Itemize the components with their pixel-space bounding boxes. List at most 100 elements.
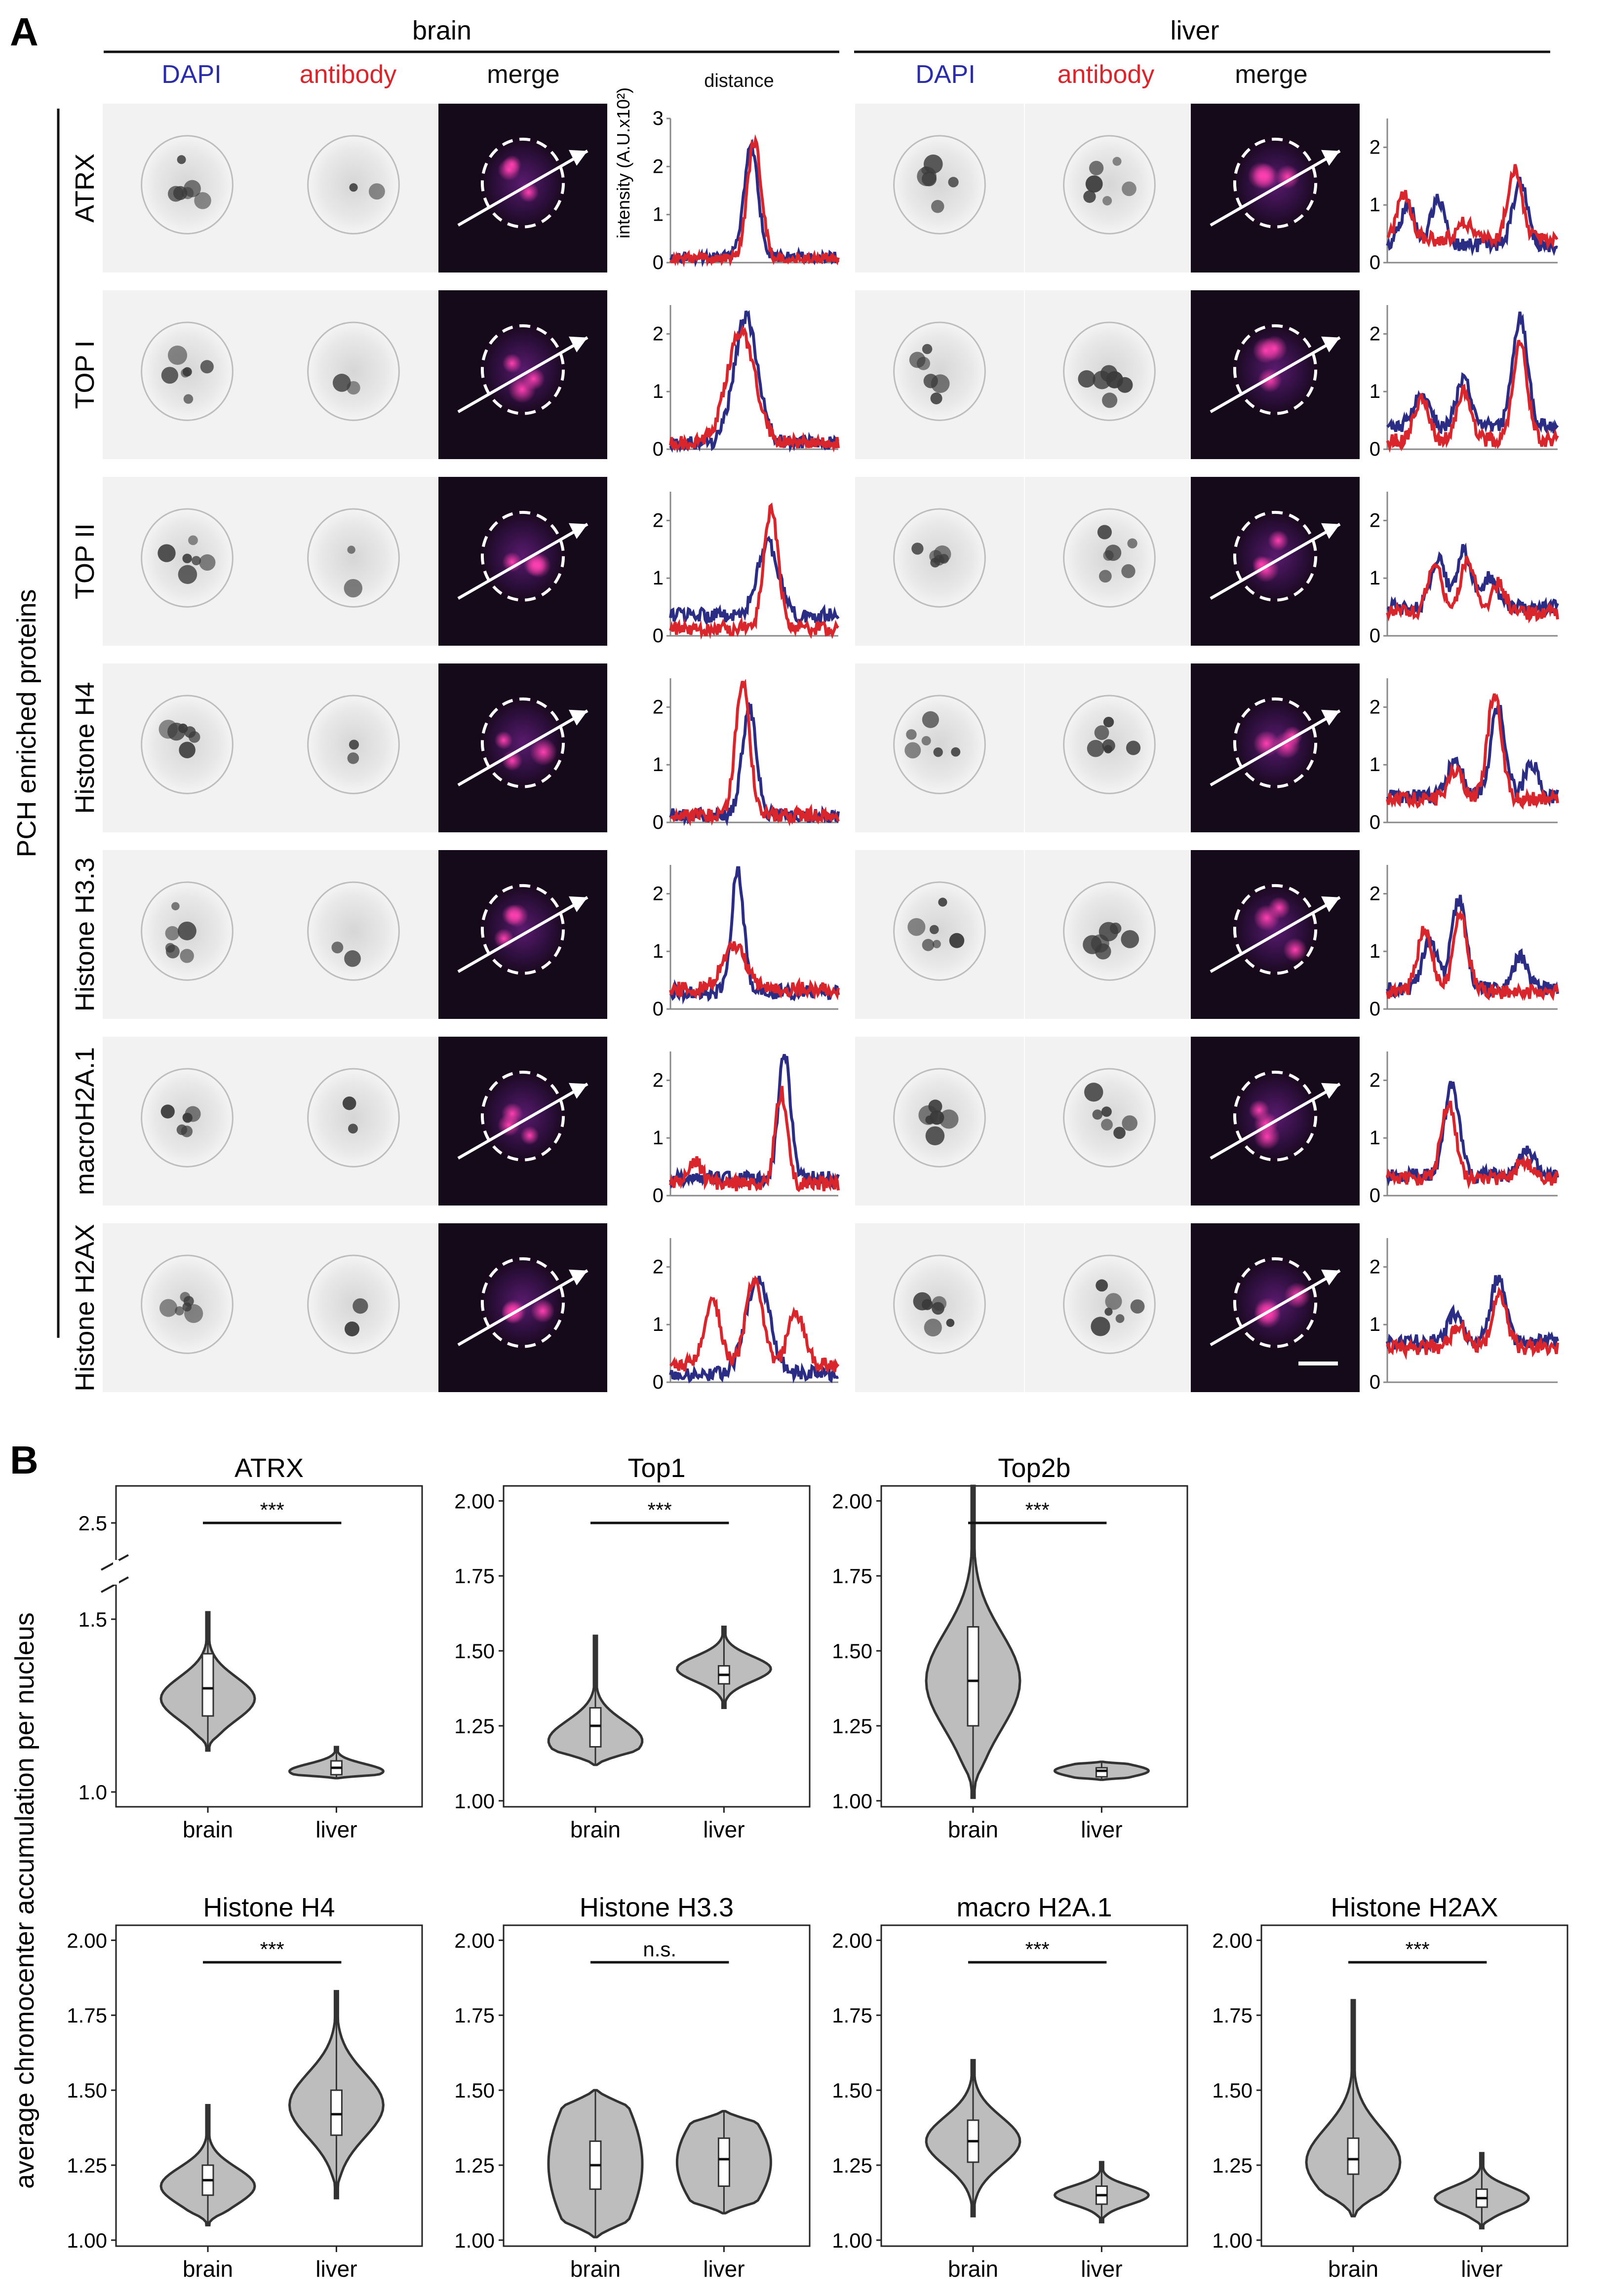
liver-merge-profile-arrow bbox=[1210, 709, 1341, 786]
brain-merge-roi bbox=[480, 510, 565, 602]
liver-profile-dapi-line bbox=[1386, 311, 1559, 435]
xtick-label: liver bbox=[315, 1817, 357, 1842]
brain-profile-ytick-label: 1 bbox=[653, 1127, 664, 1149]
brain-dapi-chromocenter bbox=[167, 346, 188, 365]
significance-label: *** bbox=[260, 1498, 284, 1521]
brain-antibody-chromocenter bbox=[353, 1298, 368, 1314]
liver-merge-profile-arrow bbox=[1210, 1083, 1341, 1160]
liver-dapi-chromocenter bbox=[922, 1299, 933, 1310]
brain-merge-arrow-head bbox=[569, 1269, 588, 1285]
liver-merge-roi bbox=[1233, 510, 1318, 602]
brain-merge-spot bbox=[502, 552, 522, 572]
liver-dapi-nucleus bbox=[893, 695, 986, 794]
liver-antibody-chromocenter bbox=[1104, 1308, 1113, 1316]
ytick-label: 1.75 bbox=[1212, 2004, 1253, 2027]
brain-merge-roi bbox=[480, 697, 565, 788]
liver-profile-dapi-line bbox=[1386, 543, 1559, 617]
liver-antibody-chromocenter bbox=[1092, 1109, 1103, 1120]
brain-antibody-chromocenter bbox=[347, 545, 355, 554]
brain-merge-roi bbox=[480, 137, 565, 229]
ytick-label: 1.50 bbox=[454, 2079, 495, 2102]
liver-antibody-chromocenter bbox=[1122, 181, 1136, 196]
brain-profile-ytick-label: 0 bbox=[653, 812, 664, 833]
panel-b-violins: ATRX 1.0 1.5 2.5 brain liver *** Top1 1.00 1.25 1.… bbox=[67, 1453, 1568, 2282]
brain-merge-nucleus bbox=[479, 882, 567, 977]
plot-frame bbox=[503, 1485, 811, 1808]
ytick-label: 1.25 bbox=[1212, 2154, 1253, 2177]
brain-dapi-chromocenter bbox=[178, 565, 197, 584]
brain-merge-spot bbox=[494, 731, 513, 749]
liver-dapi-chromocenter bbox=[922, 938, 935, 951]
liver-merge-spot bbox=[1249, 1099, 1270, 1121]
merge-header-liver: merge bbox=[1235, 60, 1307, 89]
protein-label: macroH2A.1 bbox=[70, 1047, 100, 1195]
liver-profile-antibody-line bbox=[1386, 555, 1559, 623]
protein-label: TOP II bbox=[70, 523, 100, 599]
liver-merge-profile-arrow bbox=[1210, 1269, 1341, 1346]
liver-antibody-chromocenter bbox=[1098, 570, 1112, 583]
violin-top1: Top1 1.00 1.25 1.50 1.75 2.00 brain liver *** bbox=[454, 1453, 811, 1842]
liver-dapi-chromocenter bbox=[931, 374, 950, 393]
ytick-label: 1.00 bbox=[454, 2229, 495, 2252]
ytick-label: 1.25 bbox=[832, 1714, 872, 1738]
liver-dapi-chromocenter bbox=[906, 729, 917, 740]
brain-merge-arrow-head bbox=[569, 523, 588, 539]
protein-label: Histone H4 bbox=[70, 682, 100, 814]
brain-merge-nucleus bbox=[479, 322, 567, 417]
liver-antibody-chromocenter bbox=[1115, 1314, 1125, 1323]
brain-dapi-chromocenter bbox=[161, 367, 178, 384]
liver-merge-nucleus bbox=[1231, 508, 1319, 604]
violin-title: Histone H4 bbox=[203, 1893, 335, 1922]
brain-merge-profile-arrow bbox=[457, 896, 588, 973]
brain-merge-profile-arrow bbox=[457, 336, 588, 413]
ytick-label: 1.75 bbox=[832, 2004, 872, 2027]
liver-dapi-chromocenter bbox=[929, 925, 939, 934]
liver-antibody-chromocenter bbox=[1097, 525, 1112, 540]
brain-merge-spot bbox=[502, 353, 522, 373]
brain-merge-arrow-head bbox=[569, 709, 588, 726]
ytick-label: 2.00 bbox=[67, 1929, 107, 1952]
liver-antibody-chromocenter bbox=[1130, 1299, 1145, 1314]
brain-dapi-chromocenter bbox=[179, 741, 196, 759]
liver-header: liver bbox=[1170, 16, 1219, 45]
brain-antibody-nucleus bbox=[307, 1068, 400, 1167]
violin-box-brain bbox=[1347, 2137, 1360, 2175]
brain-profile-ytick-label: 1 bbox=[653, 381, 664, 402]
liver-merge-spot bbox=[1268, 896, 1291, 919]
liver-profile-ytick-label: 0 bbox=[1370, 625, 1380, 647]
liver-merge-spot bbox=[1261, 335, 1288, 362]
liver-antibody-chromocenter bbox=[1091, 1317, 1110, 1336]
liver-profile-antibody-line bbox=[1386, 693, 1559, 810]
brain-merge-roi bbox=[480, 1257, 565, 1348]
brain-dapi-chromocenter bbox=[176, 1124, 188, 1135]
liver-profile-ytick-label: 0 bbox=[1370, 252, 1380, 273]
brain-profile-ytick-label: 1 bbox=[653, 754, 664, 776]
brain-dapi-chromocenter bbox=[182, 367, 192, 377]
liver-profile-ytick-label: 0 bbox=[1370, 1371, 1380, 1393]
liver-merge-profile-arrow bbox=[1210, 150, 1341, 227]
protein-label: ATRX bbox=[70, 154, 100, 223]
ytick-label: 1.75 bbox=[454, 1564, 495, 1588]
brain-profile-ytick-label: 2 bbox=[653, 1069, 664, 1091]
b-ylabel: average chromocenter accumulation per nu… bbox=[10, 1612, 39, 2189]
xtick-label: brain bbox=[948, 2256, 998, 2282]
brain-antibody-chromocenter bbox=[368, 183, 385, 200]
violin-title: Top2b bbox=[998, 1453, 1070, 1483]
liver-dapi-chromocenter bbox=[930, 392, 942, 405]
liver-merge-arrow-head bbox=[1321, 1269, 1340, 1285]
liver-merge-spot bbox=[1252, 555, 1270, 574]
liver-merge-roi bbox=[1233, 1257, 1318, 1348]
ytick-label: 2.00 bbox=[454, 1929, 495, 1952]
violin-box-brain bbox=[967, 1626, 979, 1727]
liver-dapi-chromocenter bbox=[922, 344, 933, 354]
liver-dapi-chromocenter bbox=[946, 1319, 955, 1327]
row-histone-h2ax: Histone H2AX 0 1 2 0 1 2 bbox=[70, 1223, 1559, 1393]
violin-title: macro H2A.1 bbox=[956, 1893, 1112, 1922]
brain-merge-arrow-head bbox=[569, 150, 588, 166]
violin-macro-h2a-1: macro H2A.1 1.00 1.25 1.50 1.75 2.00 brain live… bbox=[832, 1893, 1188, 2282]
liver-dapi-chromocenter bbox=[929, 550, 942, 563]
brain-profile-dapi-line bbox=[669, 138, 840, 268]
xtick-label: liver bbox=[1081, 2256, 1122, 2282]
brain-profile-dapi-line bbox=[669, 702, 840, 827]
